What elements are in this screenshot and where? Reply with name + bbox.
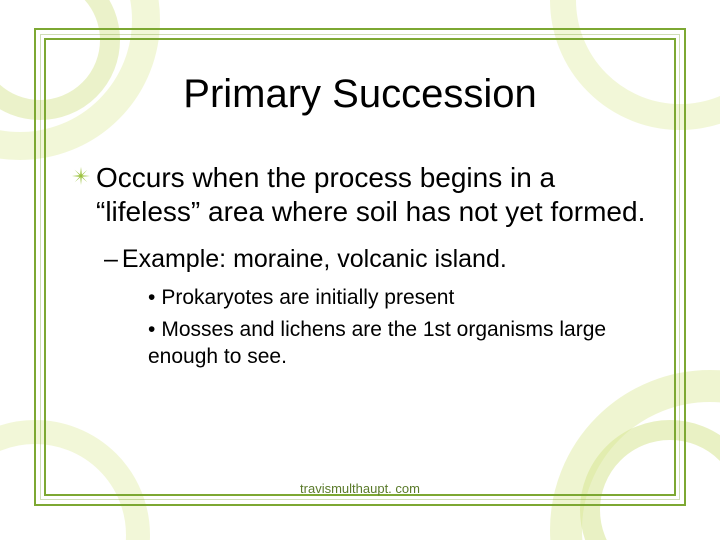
- dot-bullet-icon: •: [148, 318, 155, 341]
- dot-bullet-icon: •: [148, 286, 155, 309]
- footer-credit: travismulthaupt. com: [0, 481, 720, 496]
- dash-bullet-icon: –: [104, 245, 118, 273]
- bullet-level-3-text: Prokaryotes are initially present: [161, 286, 454, 309]
- bullet-level-2: –Example: moraine, volcanic island.: [104, 245, 648, 274]
- slide-title: Primary Succession: [72, 72, 648, 117]
- bullet-level-3: • Prokaryotes are initially present: [148, 284, 648, 311]
- bullet-level-2-text: Example: moraine, volcanic island.: [122, 245, 507, 273]
- bullet-level-1: Occurs when the process begins in a “lif…: [72, 161, 648, 229]
- star-bullet-icon: [72, 167, 90, 185]
- bullet-level-1-text: Occurs when the process begins in a “lif…: [96, 161, 648, 229]
- bullet-level-3: •Mosses and lichens are the 1st organism…: [148, 316, 648, 371]
- slide-content: Primary Succession Occurs when the proce…: [0, 0, 720, 540]
- bullet-level-3-text: Mosses and lichens are the 1st organisms…: [148, 318, 606, 368]
